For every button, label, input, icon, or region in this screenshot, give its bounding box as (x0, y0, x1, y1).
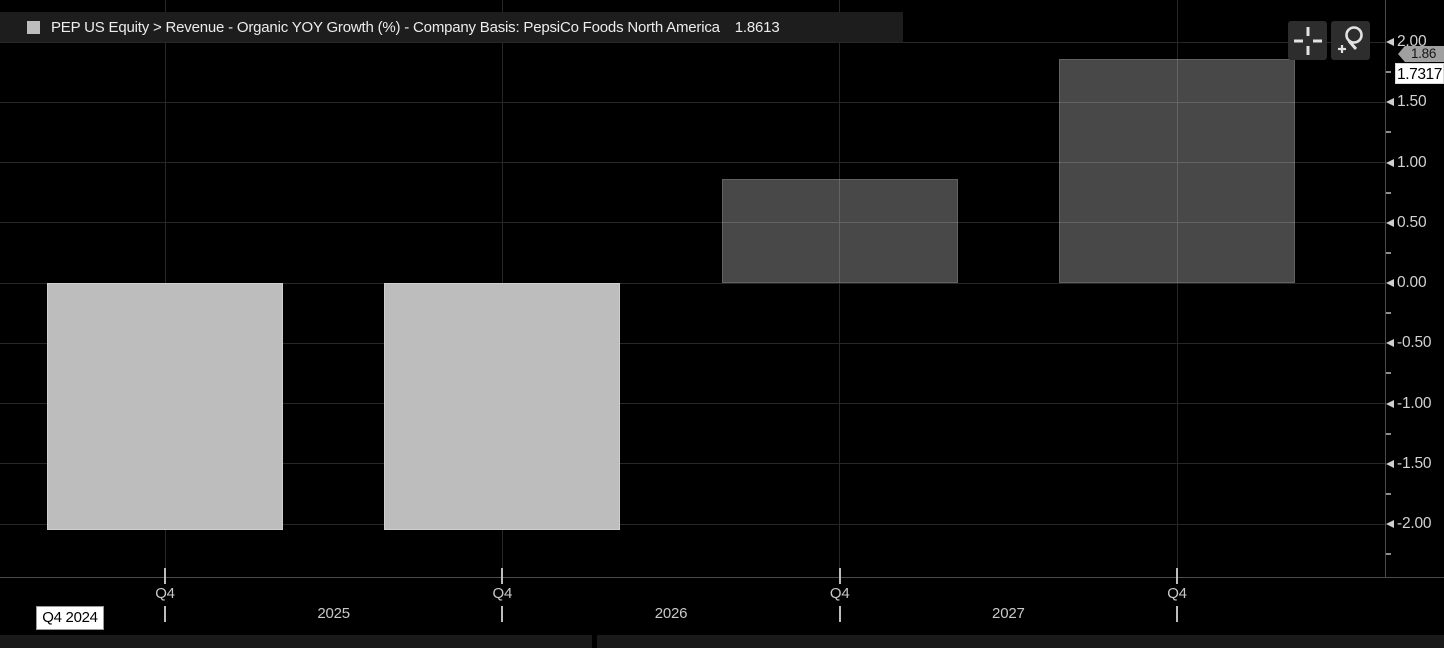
bar[interactable] (721, 179, 958, 283)
chart-title: PEP US Equity > Revenue - Organic YOY Gr… (51, 18, 720, 36)
bottom-panel-edge (0, 635, 1444, 648)
x-axis-tick-lower (1176, 606, 1178, 622)
x-axis-tick-lower (838, 606, 841, 622)
bar[interactable] (1059, 58, 1295, 283)
range-start-label[interactable]: Q4 2024 (36, 606, 104, 630)
x-axis-year-label: 2025 (317, 605, 350, 622)
y-axis-label: 2.00 (1397, 33, 1427, 50)
x-axis-quarter-label: Q4 (155, 585, 175, 602)
y-axis-major-tick (1386, 459, 1394, 468)
series-legend-marker (27, 20, 40, 34)
y-axis-major-tick (1386, 339, 1394, 348)
x-axis-tick-lower (501, 606, 504, 622)
y-axis-major-tick (1386, 399, 1394, 408)
magnifier-icon (1337, 25, 1363, 53)
gridline-horizontal (0, 101, 1385, 103)
gridline-horizontal (0, 222, 1385, 224)
bar[interactable] (384, 283, 621, 531)
y-axis-major-tick (1386, 38, 1394, 46)
y-axis-major-tick (1386, 98, 1394, 107)
x-axis-quarter-label: Q4 (492, 585, 513, 602)
y-axis-minor-tick (1386, 71, 1391, 74)
y-axis-major-tick (1386, 279, 1394, 287)
x-axis-tick-upper (838, 568, 841, 584)
gridline-vertical (839, 0, 841, 577)
y-axis-minor-tick (1386, 432, 1391, 435)
y-axis-major-tick (1386, 158, 1394, 167)
bar[interactable] (47, 283, 283, 531)
gridline-horizontal (0, 342, 1385, 344)
y-axis-label: -1.50 (1397, 454, 1432, 472)
series-value-tag: 1.86 (1398, 46, 1444, 62)
y-axis-label: 1.50 (1397, 93, 1427, 111)
y-axis-minor-tick (1386, 553, 1391, 556)
x-axis-tick-upper (164, 568, 166, 584)
x-axis-year-label: 2027 (992, 605, 1025, 622)
x-axis-year-label: 2026 (654, 605, 688, 622)
y-axis-label: 0.50 (1397, 213, 1427, 231)
y-axis-line (1385, 0, 1386, 578)
y-axis-major-tick (1386, 218, 1394, 227)
y-axis-label: -0.50 (1397, 334, 1432, 352)
y-axis-minor-tick (1386, 372, 1391, 375)
y-axis-label: 0.00 (1397, 274, 1427, 291)
y-axis-major-tick (1386, 520, 1394, 528)
gridline-horizontal (0, 282, 1385, 284)
x-axis-line (0, 577, 1444, 578)
y-axis-minor-tick (1386, 251, 1391, 254)
gridline-horizontal (0, 41, 1385, 43)
x-axis-tick-upper (501, 568, 504, 584)
panel-divider[interactable] (592, 635, 597, 648)
x-axis-tick-lower (164, 606, 166, 622)
zoom-button[interactable] (1331, 21, 1370, 60)
crosshair-icon (1293, 26, 1322, 55)
gridline-horizontal (0, 403, 1385, 404)
y-axis-minor-tick (1386, 191, 1391, 194)
last-value-box: 1.7317 (1395, 63, 1444, 84)
y-axis-minor-tick (1386, 492, 1391, 495)
gridline-vertical (1176, 0, 1178, 577)
crosshair-button[interactable] (1288, 21, 1327, 60)
x-axis-tick-upper (1176, 568, 1178, 584)
gridline-horizontal (0, 162, 1385, 163)
x-axis-quarter-label: Q4 (1167, 585, 1187, 602)
x-axis-quarter-label: Q4 (829, 585, 850, 602)
chart-title-bar[interactable]: PEP US Equity > Revenue - Organic YOY Gr… (0, 12, 903, 42)
gridline-horizontal (0, 523, 1385, 525)
y-axis-label: -1.00 (1397, 394, 1432, 412)
y-axis-minor-tick (1386, 131, 1391, 134)
chart-latest-value: 1.8613 (734, 18, 780, 36)
y-axis-label: -2.00 (1397, 515, 1432, 532)
y-axis-minor-tick (1386, 312, 1391, 315)
gridline-horizontal (0, 463, 1385, 465)
y-axis-label: 1.00 (1397, 153, 1427, 171)
